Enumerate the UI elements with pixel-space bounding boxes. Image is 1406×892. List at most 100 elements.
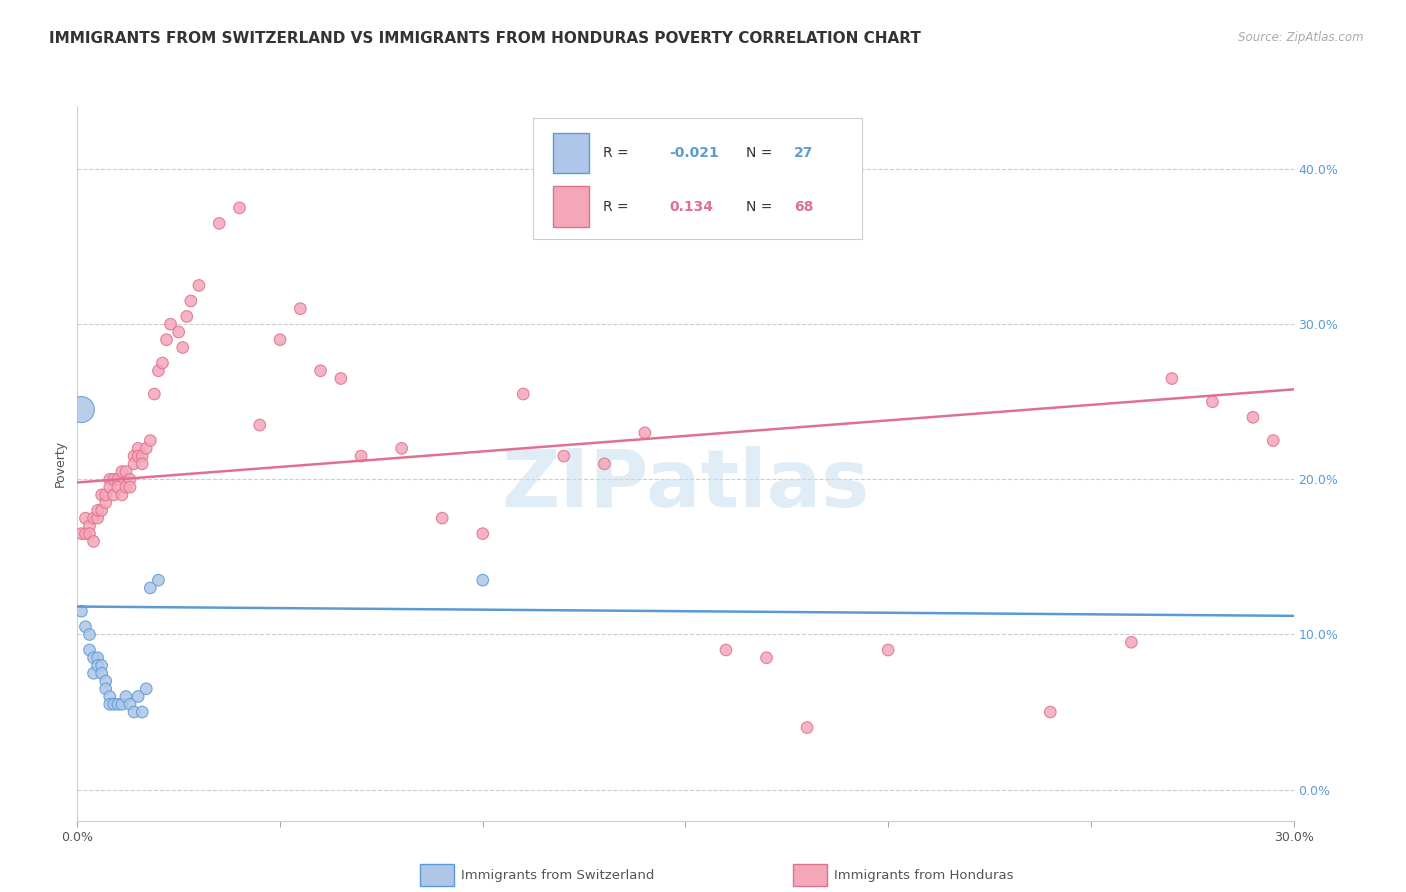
Point — [90, 488, 112, 502]
Point — [103, 698, 125, 712]
Point — [122, 449, 145, 463]
Point — [75, 526, 97, 541]
Point — [155, 333, 177, 347]
Text: 27: 27 — [793, 146, 813, 160]
Point — [148, 364, 170, 378]
Point — [94, 681, 117, 696]
Point — [83, 650, 105, 665]
Point — [111, 488, 134, 502]
Point — [471, 573, 494, 587]
Point — [94, 495, 117, 509]
Point — [1201, 394, 1223, 409]
Point — [329, 371, 352, 385]
Point — [70, 526, 93, 541]
Point — [115, 465, 138, 479]
Point — [135, 681, 157, 696]
Point — [127, 690, 149, 704]
Point — [115, 480, 138, 494]
Point — [90, 666, 112, 681]
Point — [122, 705, 145, 719]
Point — [79, 627, 101, 641]
Point — [90, 658, 112, 673]
Point — [471, 526, 494, 541]
Point — [107, 698, 129, 712]
Point — [1039, 705, 1062, 719]
Text: Immigrants from Honduras: Immigrants from Honduras — [834, 869, 1014, 881]
Point — [86, 503, 108, 517]
Point — [1263, 434, 1285, 448]
Point — [877, 643, 900, 657]
Point — [98, 690, 121, 704]
Point — [512, 387, 534, 401]
Point — [75, 511, 97, 525]
Point — [139, 581, 162, 595]
Text: Source: ZipAtlas.com: Source: ZipAtlas.com — [1239, 31, 1364, 45]
Point — [79, 643, 101, 657]
Text: ZIPatlas: ZIPatlas — [502, 446, 869, 524]
Point — [593, 457, 616, 471]
Y-axis label: Poverty: Poverty — [53, 441, 67, 487]
Point — [94, 488, 117, 502]
Point — [269, 333, 291, 347]
Point — [152, 356, 174, 370]
FancyBboxPatch shape — [553, 133, 589, 173]
Point — [796, 721, 818, 735]
Point — [86, 658, 108, 673]
Point — [107, 480, 129, 494]
Point — [94, 673, 117, 688]
Point — [135, 442, 157, 456]
Text: R =: R = — [603, 200, 637, 214]
Point — [139, 434, 162, 448]
Point — [83, 666, 105, 681]
Point — [103, 488, 125, 502]
Point — [249, 418, 271, 433]
Point — [118, 480, 141, 494]
Point — [98, 698, 121, 712]
Text: Immigrants from Switzerland: Immigrants from Switzerland — [461, 869, 655, 881]
Point — [553, 449, 575, 463]
Point — [75, 620, 97, 634]
Point — [83, 511, 105, 525]
Point — [309, 364, 332, 378]
Point — [148, 573, 170, 587]
Point — [1121, 635, 1143, 649]
Point — [70, 402, 93, 417]
Point — [98, 480, 121, 494]
Text: N =: N = — [747, 146, 778, 160]
Point — [70, 604, 93, 618]
Point — [188, 278, 211, 293]
Point — [118, 698, 141, 712]
Point — [228, 201, 250, 215]
Point — [107, 472, 129, 486]
Point — [111, 465, 134, 479]
Point — [1161, 371, 1184, 385]
Point — [290, 301, 312, 316]
Point — [115, 690, 138, 704]
Point — [350, 449, 373, 463]
Point — [167, 325, 190, 339]
Point — [79, 519, 101, 533]
Point — [714, 643, 737, 657]
Point — [180, 293, 202, 308]
Point — [86, 650, 108, 665]
Point — [172, 341, 194, 355]
Point — [79, 526, 101, 541]
Text: -0.021: -0.021 — [669, 146, 720, 160]
Text: R =: R = — [603, 146, 633, 160]
Text: 0.134: 0.134 — [669, 200, 714, 214]
Point — [83, 534, 105, 549]
Point — [127, 449, 149, 463]
Point — [143, 387, 166, 401]
Point — [1241, 410, 1264, 425]
FancyBboxPatch shape — [553, 186, 589, 227]
Point — [103, 472, 125, 486]
Point — [131, 449, 153, 463]
FancyBboxPatch shape — [533, 118, 862, 239]
Point — [159, 317, 181, 331]
Point — [122, 457, 145, 471]
Point — [131, 705, 153, 719]
Text: N =: N = — [747, 200, 778, 214]
Point — [98, 472, 121, 486]
Point — [176, 310, 198, 324]
Text: 68: 68 — [793, 200, 813, 214]
